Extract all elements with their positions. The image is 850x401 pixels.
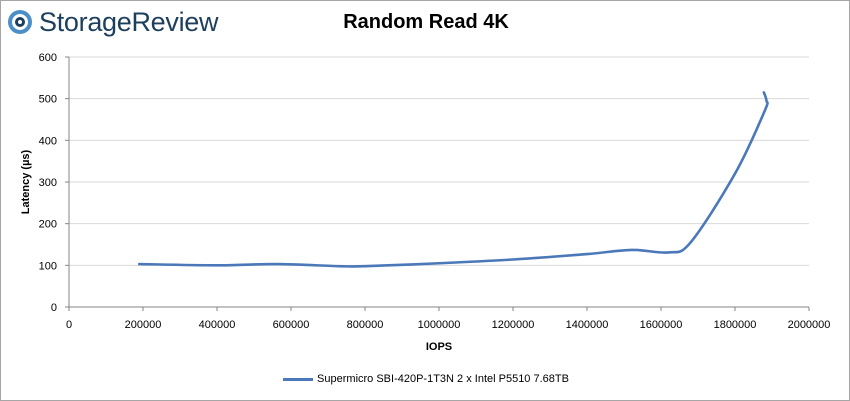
- legend-label: Supermicro SBI-420P-1T3N 2 x Intel P5510…: [317, 373, 569, 385]
- data-point-4: [364, 265, 366, 267]
- data-point-3: [338, 265, 340, 267]
- x-tick-label-10: 2000000: [788, 319, 831, 331]
- x-tick-label-4: 800000: [347, 319, 384, 331]
- series-points: [138, 91, 768, 267]
- x-axis-label: IOPS: [426, 341, 452, 353]
- y-tick-label-1: 100: [39, 260, 57, 272]
- y-tick-label-0: 0: [51, 302, 57, 314]
- legend: Supermicro SBI-420P-1T3N 2 x Intel P5510…: [1, 373, 850, 385]
- x-tick-label-8: 1600000: [640, 319, 683, 331]
- brand-logo: StorageReview: [7, 5, 219, 39]
- data-point-5: [438, 262, 440, 264]
- data-point-6: [512, 258, 514, 261]
- data-point-9: [667, 251, 670, 254]
- y-tick-labels: 0 100 200 300 400 500 600: [39, 52, 57, 314]
- storage-disc-icon: [8, 10, 32, 34]
- x-tick-label-6: 1200000: [492, 319, 535, 331]
- x-tick-label-9: 1800000: [714, 319, 757, 331]
- x-tick-label-3: 600000: [273, 319, 310, 331]
- y-tick-label-5: 500: [39, 94, 57, 106]
- chart-title: Random Read 4K: [343, 11, 509, 33]
- x-tick-label-1: 200000: [125, 319, 162, 331]
- data-point-8: [630, 249, 633, 251]
- data-point-1: [216, 264, 218, 266]
- x-tick-label-2: 400000: [199, 319, 236, 331]
- data-point-13: [765, 100, 768, 102]
- data-point-14: [763, 91, 765, 94]
- gridlines: [69, 56, 809, 266]
- data-point-2: [275, 263, 277, 265]
- y-tick-label-3: 300: [39, 177, 57, 189]
- y-tick-label-6: 600: [39, 52, 57, 64]
- y-tick-label-4: 400: [39, 135, 57, 147]
- y-tick-label-2: 200: [39, 219, 57, 231]
- series-line: [138, 91, 769, 268]
- data-point-0: [138, 263, 140, 265]
- data-point-7: [586, 253, 588, 255]
- x-tick-label-0: 0: [66, 319, 72, 331]
- axes: [65, 56, 810, 311]
- y-axis-label: Latency (µs): [20, 149, 32, 214]
- legend-swatch: [283, 377, 314, 381]
- x-tick-label-5: 1000000: [418, 319, 461, 331]
- data-point-12: [764, 110, 766, 112]
- brand-name: StorageReview: [39, 6, 219, 37]
- data-point-10: [690, 241, 692, 244]
- x-tick-labels: 0 200000 400000 600000 800000 1000000 1200000 1…: [66, 319, 830, 331]
- data-point-11: [734, 173, 736, 175]
- x-tick-label-7: 1400000: [566, 319, 609, 331]
